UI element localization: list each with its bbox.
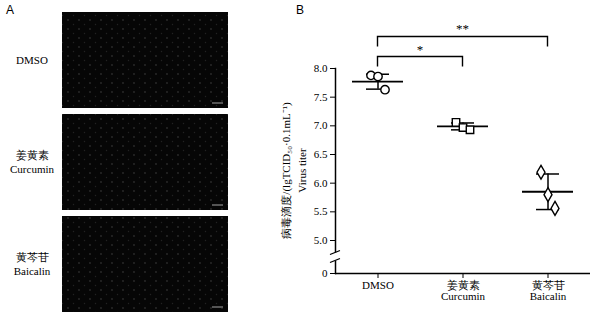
- svg-text:A: A: [6, 3, 14, 17]
- svg-text:姜黄素Curcumin: 姜黄素Curcumin: [10, 149, 54, 175]
- svg-text:6.0: 6.0: [314, 177, 328, 189]
- svg-text:6.5: 6.5: [314, 148, 328, 160]
- svg-text:7.0: 7.0: [314, 119, 328, 131]
- svg-text:5.0: 5.0: [314, 234, 328, 246]
- svg-text:7.5: 7.5: [314, 91, 328, 103]
- svg-text:8.0: 8.0: [314, 62, 328, 74]
- svg-text:DMSO: DMSO: [362, 279, 394, 291]
- svg-text:0: 0: [322, 267, 328, 279]
- svg-text:DMSO: DMSO: [16, 54, 48, 66]
- svg-text:*: *: [417, 42, 424, 57]
- svg-text:病毒滴度/(lgTCID₅₀·0.1mL⁻¹)Virus t: 病毒滴度/(lgTCID₅₀·0.1mL⁻¹)Virus titer: [280, 102, 308, 239]
- svg-text:黄芩苷Baicalin: 黄芩苷Baicalin: [530, 279, 567, 302]
- svg-text:姜黄素Curcumin: 姜黄素Curcumin: [441, 279, 485, 302]
- svg-text:B: B: [296, 3, 304, 17]
- svg-text:黄芩苷Baicalin: 黄芩苷Baicalin: [14, 251, 51, 277]
- svg-text:**: **: [456, 21, 469, 36]
- svg-text:5.5: 5.5: [314, 205, 328, 217]
